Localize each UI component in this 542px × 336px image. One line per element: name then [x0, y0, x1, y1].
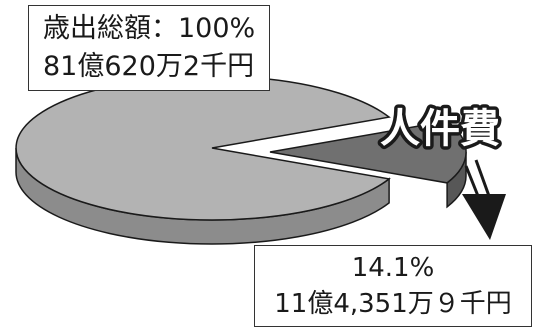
pie-slice-personnel-top	[269, 120, 467, 184]
arrow-head-icon	[462, 194, 506, 240]
share-label-amount: 11億4,351万９千円	[274, 289, 512, 319]
pie-slice-personnel	[269, 120, 467, 209]
total-label-amount: 81億620万2千円	[43, 51, 255, 82]
share-label-percent: 14.1%	[351, 253, 435, 283]
pie-slice-other-top	[15, 75, 391, 221]
callout-label: 人件費	[380, 106, 500, 152]
pie-slice-other	[15, 75, 391, 245]
callout-arrow	[462, 159, 506, 240]
total-label-box: 歳出総額：100% 81億620万2千円	[28, 5, 270, 91]
total-label-title: 歳出総額：100%	[43, 13, 256, 44]
share-label-box: 14.1% 11億4,351万９千円	[254, 245, 532, 327]
